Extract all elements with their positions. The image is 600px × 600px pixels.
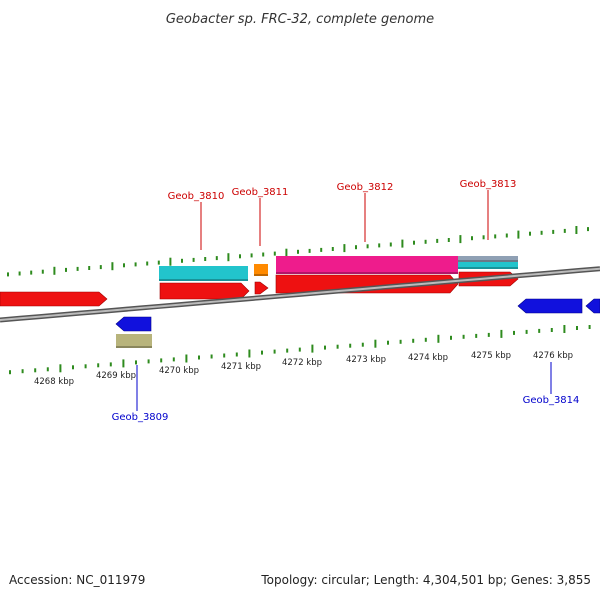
kbp-label: 4275 kbp xyxy=(471,351,511,361)
kbp-label: 4276 kbp xyxy=(533,351,573,361)
cds-arrow-reverse xyxy=(517,298,583,314)
gene-label: Geob_3812 xyxy=(337,182,394,193)
gene-bar-greyblue xyxy=(458,256,518,262)
inner-tick-track xyxy=(9,325,591,375)
gene-label: Geob_3813 xyxy=(460,179,517,190)
map-title: Geobacter sp. FRC-32, complete genome xyxy=(166,12,434,27)
cds-arrow-forward xyxy=(254,281,269,295)
genome-stats-label: Topology: circular; Length: 4,304,501 bp… xyxy=(261,573,591,587)
kbp-label: 4273 kbp xyxy=(346,355,386,365)
gene-bar-teal-2-shade xyxy=(458,267,518,269)
gene-bar-pink xyxy=(276,256,458,274)
kbp-label: 4274 kbp xyxy=(408,353,448,363)
gene-label: Geob_3809 xyxy=(112,412,169,423)
kbp-label: 4269 kbp xyxy=(96,371,136,381)
outer-tick-track xyxy=(7,226,589,277)
gene-bar-olive xyxy=(116,334,152,348)
gene-bar-orange xyxy=(254,264,268,276)
gene-bar-teal-shade xyxy=(159,279,248,281)
kbp-label: 4270 kbp xyxy=(159,366,199,376)
backbone-line xyxy=(0,267,600,321)
gene-bar-pink-shade xyxy=(276,272,458,274)
feature-track xyxy=(0,256,600,348)
gene-bar-teal-2 xyxy=(458,262,518,269)
kbp-scale-labels: 4268 kbp 4269 kbp 4270 kbp 4271 kbp 4272 kbp… xyxy=(34,351,573,387)
gene-label: Geob_3811 xyxy=(232,187,289,198)
genome-backbone xyxy=(0,266,600,323)
cds-arrow-reverse xyxy=(585,298,600,314)
cds-arrow-forward xyxy=(0,291,108,307)
gene-bar-teal xyxy=(159,266,248,281)
kbp-label: 4272 kbp xyxy=(282,358,322,368)
gene-label: Geob_3810 xyxy=(168,191,225,202)
cds-arrow-forward xyxy=(275,274,459,294)
gene-bar-greyblue-shade xyxy=(458,260,518,262)
kbp-label: 4271 kbp xyxy=(221,362,261,372)
gene-bar-olive-shade xyxy=(116,346,152,348)
cds-arrow-reverse xyxy=(115,316,152,332)
gene-label: Geob_3814 xyxy=(523,395,580,406)
cds-arrow-forward xyxy=(159,282,250,300)
gene-label-group: Geob_3810 Geob_3811 Geob_3812 Geob_3813 Geob… xyxy=(112,179,580,423)
accession-label: Accession: NC_011979 xyxy=(9,573,146,587)
kbp-label: 4268 kbp xyxy=(34,377,74,387)
gene-bar-orange-shade xyxy=(254,274,268,276)
